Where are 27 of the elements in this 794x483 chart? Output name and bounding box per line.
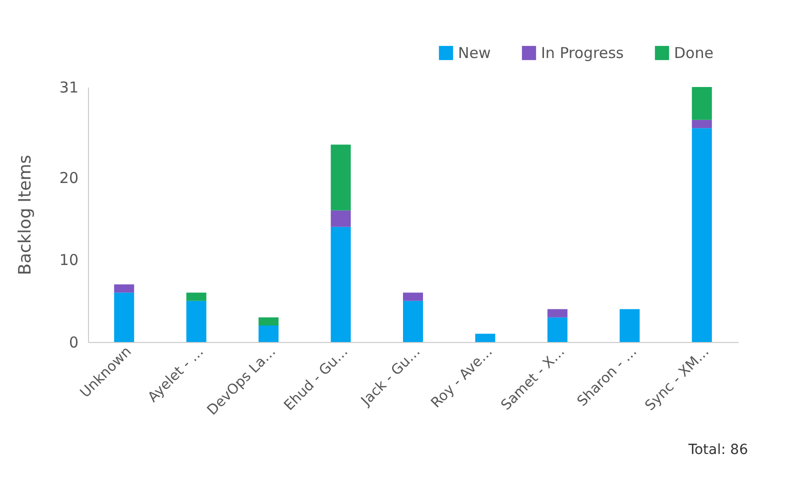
bar: [475, 334, 496, 342]
text: Total: 86: [687, 442, 748, 458]
bar: [330, 144, 351, 210]
bar: [114, 284, 134, 293]
bar: [403, 292, 423, 301]
y-axis-title: Backlog Items: [15, 154, 36, 276]
legend-label: Done: [674, 44, 714, 62]
y-tick-label: 31: [59, 78, 78, 96]
bar: [330, 226, 351, 342]
bar: [547, 309, 568, 318]
bar: [186, 292, 206, 301]
bar: [547, 317, 568, 342]
bar: [330, 210, 351, 227]
bar: [258, 326, 279, 342]
bar: [620, 309, 640, 342]
y-tick-label: 10: [59, 251, 78, 270]
legend-label: New: [458, 44, 491, 62]
bar: [403, 300, 423, 342]
y-tick-label: 0: [68, 334, 78, 352]
bar: [258, 317, 279, 326]
bar: [186, 300, 206, 342]
bar: [692, 87, 712, 120]
y-tick-label: 20: [59, 168, 78, 187]
bar: [692, 128, 712, 342]
bar: [692, 120, 712, 128]
bar: [114, 292, 134, 342]
legend-label: In Progress: [541, 44, 624, 62]
